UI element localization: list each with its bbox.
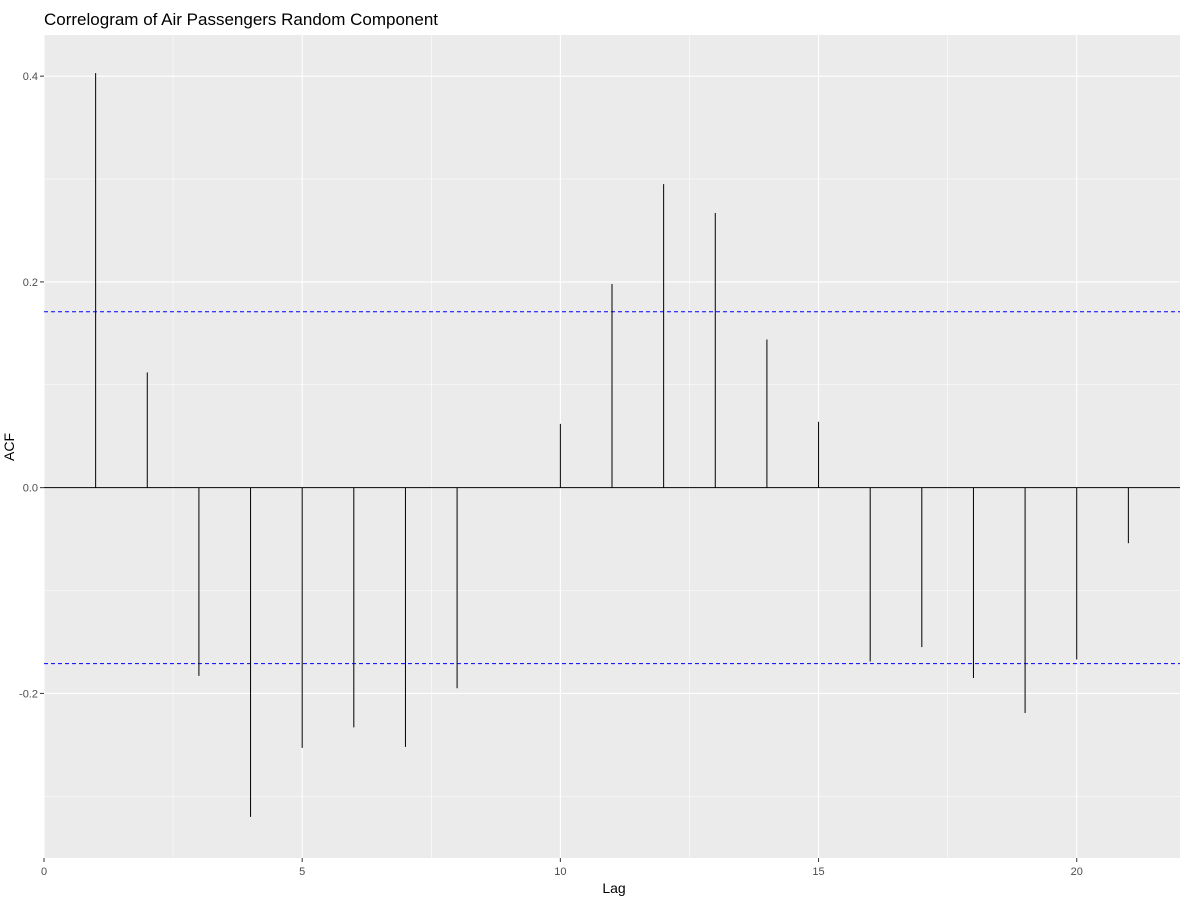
axis-ticks: 0 5 10 15 20 -0.2 0.0 0.2 0.4 <box>19 71 1083 878</box>
acf-stems <box>95 73 1129 817</box>
x-tick-label: 5 <box>299 866 305 878</box>
y-tick-label: 0.2 <box>23 277 38 289</box>
y-tick-label: 0.4 <box>23 71 38 83</box>
y-tick-label: -0.2 <box>19 688 38 700</box>
x-tick-label: 15 <box>812 866 824 878</box>
y-axis-title: ACF <box>1 433 17 461</box>
x-tick-label: 20 <box>1071 866 1083 878</box>
x-axis-title: Lag <box>602 880 625 896</box>
x-tick-label: 10 <box>554 866 566 878</box>
x-tick-label: 0 <box>41 866 47 878</box>
chart-title: Correlogram of Air Passengers Random Com… <box>44 10 438 29</box>
y-tick-label: 0.0 <box>23 483 38 495</box>
